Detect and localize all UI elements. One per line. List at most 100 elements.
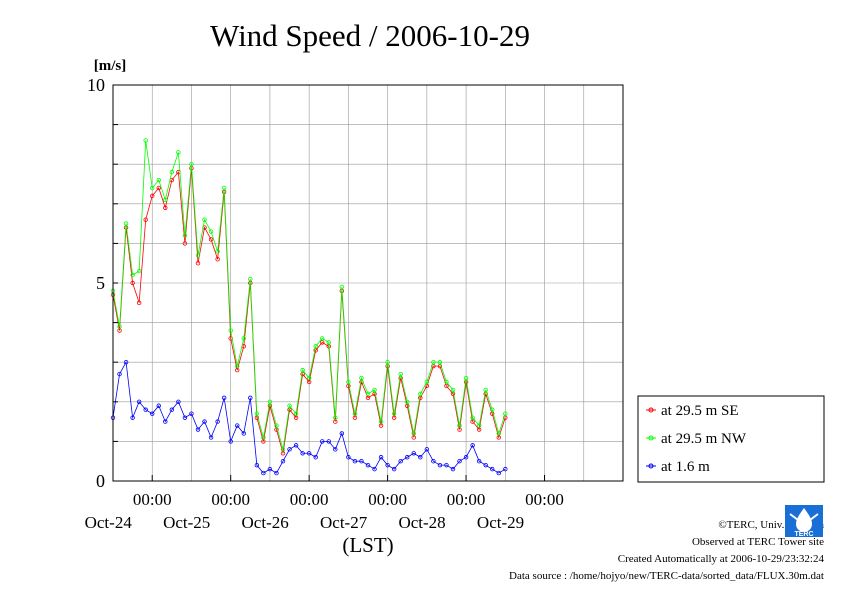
data-point xyxy=(189,161,194,167)
x-tick-date-label: Oct-27 xyxy=(320,513,368,532)
data-point xyxy=(195,253,201,258)
data-point xyxy=(503,466,508,472)
data-point xyxy=(490,466,495,472)
data-point xyxy=(267,466,273,472)
data-point xyxy=(424,379,430,385)
data-point xyxy=(176,150,181,155)
data-point xyxy=(398,459,403,464)
legend-label: at 29.5 m SE xyxy=(661,403,739,419)
series-at-1-6-m xyxy=(110,360,508,476)
data-point xyxy=(274,423,279,428)
x-tick-date-label: Oct-28 xyxy=(398,513,445,532)
data-point xyxy=(378,419,384,424)
data-point xyxy=(359,375,364,381)
data-point xyxy=(339,284,345,290)
x-axis-ticks: 00:00Oct-2400:00Oct-2500:00Oct-2600:00Oc… xyxy=(85,475,564,532)
data-point xyxy=(405,399,410,404)
x-tick-time-label: 00:00 xyxy=(211,490,250,509)
data-point xyxy=(320,336,325,341)
y-tick-label: 0 xyxy=(96,471,105,491)
data-point xyxy=(235,423,240,428)
x-tick-time-label: 00:00 xyxy=(368,490,407,509)
chart-title: Wind Speed / 2006-10-29 xyxy=(210,18,530,53)
data-point xyxy=(365,391,371,397)
data-point xyxy=(444,379,449,385)
data-point xyxy=(221,395,227,401)
data-point xyxy=(241,336,246,341)
data-point xyxy=(476,459,482,464)
data-point xyxy=(293,411,299,416)
data-point xyxy=(261,435,266,440)
series-line xyxy=(112,140,506,450)
y-axis-unit-label: [m/s] xyxy=(94,58,127,74)
series-at-29-5-m-nw xyxy=(110,138,508,452)
data-point xyxy=(215,249,220,254)
data-point xyxy=(208,229,214,234)
data-point xyxy=(261,470,266,476)
data-point xyxy=(143,217,148,222)
created-text: Created Automatically at 2006-10-29/23:3… xyxy=(617,553,824,565)
data-point xyxy=(411,451,416,456)
data-point xyxy=(391,466,397,472)
data-point xyxy=(385,462,390,468)
data-point xyxy=(195,427,201,432)
data-point xyxy=(221,185,227,191)
data-point xyxy=(372,466,377,472)
data-point xyxy=(248,276,253,282)
data-point xyxy=(437,360,443,365)
legend-marker xyxy=(648,463,654,469)
terc-logo: TERC xyxy=(784,504,824,538)
data-point xyxy=(365,462,371,468)
x-tick-time-label: 00:00 xyxy=(447,490,486,509)
legend-entry: at 29.5 m NW xyxy=(646,431,747,447)
data-point xyxy=(483,462,488,468)
data-point xyxy=(352,459,358,464)
data-point xyxy=(306,451,312,456)
data-point xyxy=(496,431,501,436)
data-point xyxy=(130,280,135,286)
logo-lettering: TERC xyxy=(794,531,813,538)
y-axis-ticks: 0 5 10 xyxy=(87,75,118,491)
data-point xyxy=(130,415,135,420)
data-point xyxy=(254,462,260,468)
data-point xyxy=(313,455,318,460)
data-point xyxy=(444,462,449,468)
data-point xyxy=(150,185,155,191)
data-point xyxy=(378,455,384,460)
data-point xyxy=(130,272,135,278)
data-point xyxy=(156,185,161,191)
data-point xyxy=(208,435,214,440)
x-axis-label: (LST) xyxy=(342,533,393,557)
data-point xyxy=(463,455,469,460)
data-point xyxy=(372,387,377,393)
grid-lines xyxy=(113,85,623,481)
legend-marker xyxy=(648,435,654,441)
data-point xyxy=(228,439,233,444)
data-point xyxy=(169,169,175,175)
data-point xyxy=(117,324,122,329)
data-point xyxy=(287,403,292,408)
data-point xyxy=(450,387,456,393)
data-point xyxy=(150,193,155,199)
legend-entry: at 1.6 m xyxy=(646,459,710,475)
data-point xyxy=(352,411,358,416)
data-point xyxy=(189,411,194,416)
x-tick-date-label: Oct-29 xyxy=(477,513,524,532)
data-point xyxy=(182,233,188,238)
legend-entry: at 29.5 m SE xyxy=(646,403,739,419)
data-point xyxy=(274,470,279,476)
data-point xyxy=(339,431,345,436)
legend: at 29.5 m SE at 29.5 m NW at 1.6 m xyxy=(637,395,825,483)
data-point xyxy=(470,443,475,448)
data-point xyxy=(418,455,423,460)
data-point xyxy=(215,257,220,262)
data-point xyxy=(463,375,469,381)
data-point xyxy=(300,367,305,373)
data-point xyxy=(163,419,168,424)
data-point xyxy=(136,268,142,274)
data-point xyxy=(326,340,331,345)
data-point xyxy=(287,447,292,452)
data-point xyxy=(424,447,430,452)
data-point xyxy=(280,459,286,464)
data-point xyxy=(169,407,175,412)
